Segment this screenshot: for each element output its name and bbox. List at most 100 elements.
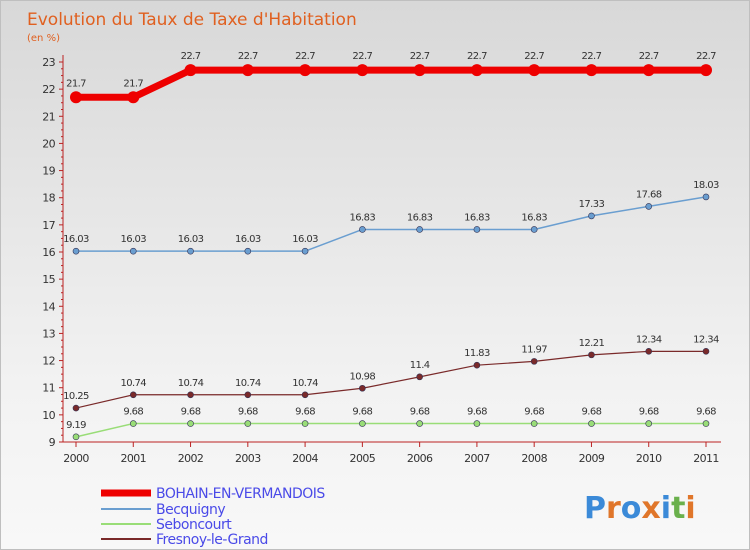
x-tick-label: 2000 <box>63 452 89 465</box>
y-tick-label: 15 <box>42 273 55 286</box>
data-label: 22.7 <box>524 51 544 62</box>
chart-title: Evolution du Taux de Taxe d'Habitation <box>27 10 357 30</box>
y-tick-label: 17 <box>42 219 55 232</box>
data-point <box>359 420 366 427</box>
data-label: 16.03 <box>292 234 318 245</box>
data-point <box>301 247 309 255</box>
data-point <box>70 91 82 104</box>
data-label: 21.7 <box>66 78 86 89</box>
x-tick-label: 2004 <box>292 452 318 465</box>
data-label: 22.7 <box>467 51 487 62</box>
data-point <box>356 64 369 77</box>
legend-label: Becquigny <box>156 502 225 518</box>
data-point <box>244 247 252 255</box>
y-tick-label: 9 <box>49 436 56 449</box>
x-tick-label: 2005 <box>350 452 376 465</box>
data-point <box>473 226 481 233</box>
data-point <box>588 351 595 359</box>
x-tick-label: 2006 <box>407 452 433 465</box>
data-label: 17.68 <box>636 189 662 200</box>
chart-subtitle: (en %) <box>27 33 60 44</box>
data-label: 9.68 <box>410 407 430 418</box>
data-label: 22.7 <box>295 51 315 62</box>
data-point <box>528 64 541 77</box>
data-point <box>187 420 194 427</box>
proxiti-logo: Proxiti <box>584 491 696 526</box>
data-point <box>359 384 366 392</box>
y-tick-label: 21 <box>42 110 55 123</box>
data-point <box>416 226 423 233</box>
data-point <box>187 247 194 255</box>
data-label: 9.68 <box>123 407 143 418</box>
data-label: 18.03 <box>693 180 719 191</box>
data-point <box>301 420 309 427</box>
data-point <box>470 64 483 77</box>
y-tick-label: 19 <box>42 165 55 178</box>
data-point <box>129 247 137 255</box>
x-tick-label: 2003 <box>235 452 261 465</box>
y-tick-label: 20 <box>42 137 55 150</box>
data-point <box>129 420 137 427</box>
data-point <box>416 420 423 427</box>
data-label: 16.83 <box>407 212 433 223</box>
data-point <box>530 226 538 233</box>
data-label: 9.68 <box>352 407 372 418</box>
legend-label: Seboncourt <box>156 517 232 533</box>
y-tick-label: 11 <box>42 382 55 395</box>
data-label: 10.74 <box>120 378 146 389</box>
x-tick-label: 2011 <box>693 452 719 465</box>
legend-label: Fresnoy-le-Grand <box>156 532 268 548</box>
series-line <box>76 196 707 252</box>
data-point <box>244 391 252 399</box>
data-point <box>530 420 538 427</box>
data-label: 9.68 <box>467 407 487 418</box>
data-label: 10.74 <box>178 378 204 389</box>
data-label: 16.03 <box>120 234 146 245</box>
x-tick-label: 2008 <box>521 452 547 465</box>
y-tick-label: 16 <box>42 246 55 259</box>
data-label: 9.68 <box>582 407 602 418</box>
data-label: 16.83 <box>464 212 490 223</box>
data-point <box>585 64 598 77</box>
data-point <box>244 420 252 427</box>
data-label: 9.68 <box>238 407 258 418</box>
data-label: 9.68 <box>696 407 716 418</box>
x-tick-label: 2009 <box>579 452 605 465</box>
data-label: 22.7 <box>352 51 372 62</box>
data-label: 10.74 <box>235 378 261 389</box>
data-point <box>473 420 481 427</box>
data-label: 21.7 <box>123 78 143 89</box>
legend-label: BOHAIN-EN-VERMANDOIS <box>156 486 325 502</box>
x-tick-label: 2007 <box>464 452 490 465</box>
series-line <box>76 66 706 101</box>
data-label: 9.68 <box>524 407 544 418</box>
data-label: 16.83 <box>350 212 376 223</box>
data-point <box>413 64 426 77</box>
data-label: 16.03 <box>235 234 261 245</box>
data-label: 10.25 <box>63 391 89 402</box>
y-tick-label: 22 <box>42 83 55 96</box>
data-point <box>187 391 194 399</box>
series-line <box>75 422 706 438</box>
data-point <box>530 358 538 365</box>
data-point <box>645 348 653 355</box>
data-label: 22.7 <box>410 51 430 62</box>
y-tick-label: 12 <box>42 355 55 368</box>
data-point <box>700 64 712 77</box>
y-tick-label: 10 <box>42 409 55 422</box>
data-label: 22.7 <box>639 51 659 62</box>
y-tick-label: 14 <box>42 300 55 313</box>
data-point <box>588 420 595 427</box>
data-point <box>72 433 80 441</box>
data-label: 9.19 <box>66 420 86 431</box>
data-label: 12.34 <box>636 334 662 345</box>
data-point <box>72 404 80 412</box>
data-label: 22.7 <box>238 51 258 62</box>
data-label: 10.74 <box>292 378 318 389</box>
data-label: 11.83 <box>464 348 490 359</box>
data-label: 16.03 <box>178 234 204 245</box>
y-tick-label: 18 <box>42 192 55 205</box>
data-point <box>72 247 80 255</box>
data-point <box>645 203 653 210</box>
